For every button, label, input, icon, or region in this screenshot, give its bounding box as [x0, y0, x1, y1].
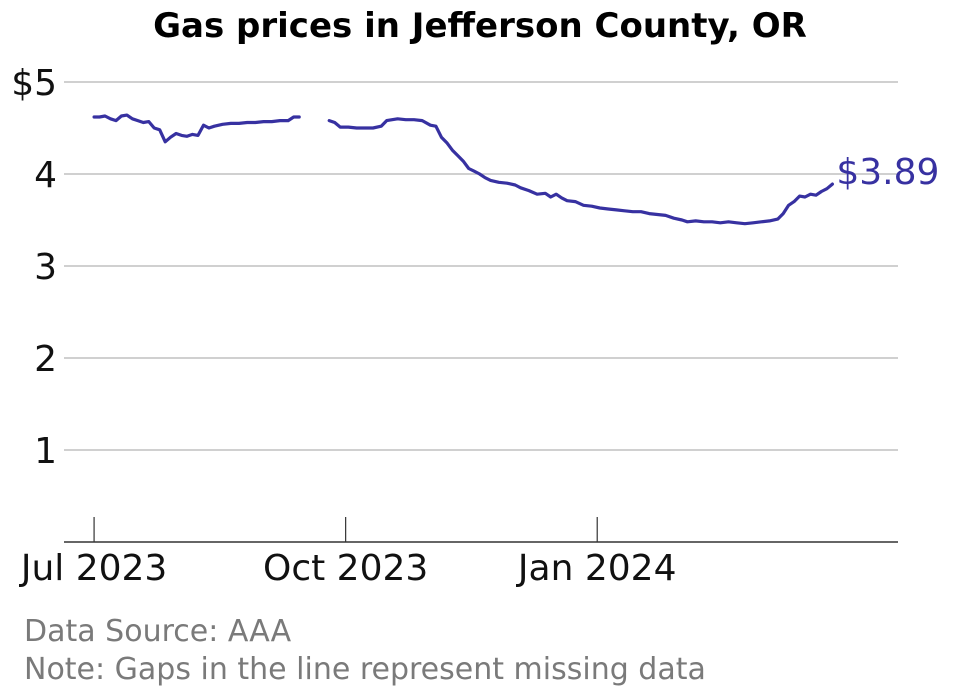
- latest-price-label: $3.89: [836, 152, 939, 193]
- chart-title: Gas prices in Jefferson County, OR: [153, 6, 807, 46]
- y-tick-label: 2: [34, 339, 57, 380]
- missing-data-note: Note: Gaps in the line represent missing…: [24, 652, 706, 687]
- y-axis-tick-labels: 1 2 3 4 $5: [11, 63, 57, 472]
- gridlines: [64, 81, 898, 451]
- y-tick-label: $5: [11, 63, 57, 104]
- data-source-note: Data Source: AAA: [24, 614, 292, 649]
- x-tick-label: Jul 2023: [19, 548, 168, 589]
- price-line-segment: [92, 113, 301, 144]
- price-line-segment: [327, 117, 835, 226]
- y-tick-label: 4: [34, 155, 57, 196]
- x-tick-label: Jan 2024: [516, 548, 677, 589]
- x-tick-label: Oct 2023: [263, 548, 428, 589]
- x-axis-ticks: Jul 2023 Oct 2023 Jan 2024: [19, 517, 677, 589]
- price-line: [92, 113, 835, 226]
- y-tick-label: 1: [34, 431, 57, 472]
- y-tick-label: 3: [34, 247, 57, 288]
